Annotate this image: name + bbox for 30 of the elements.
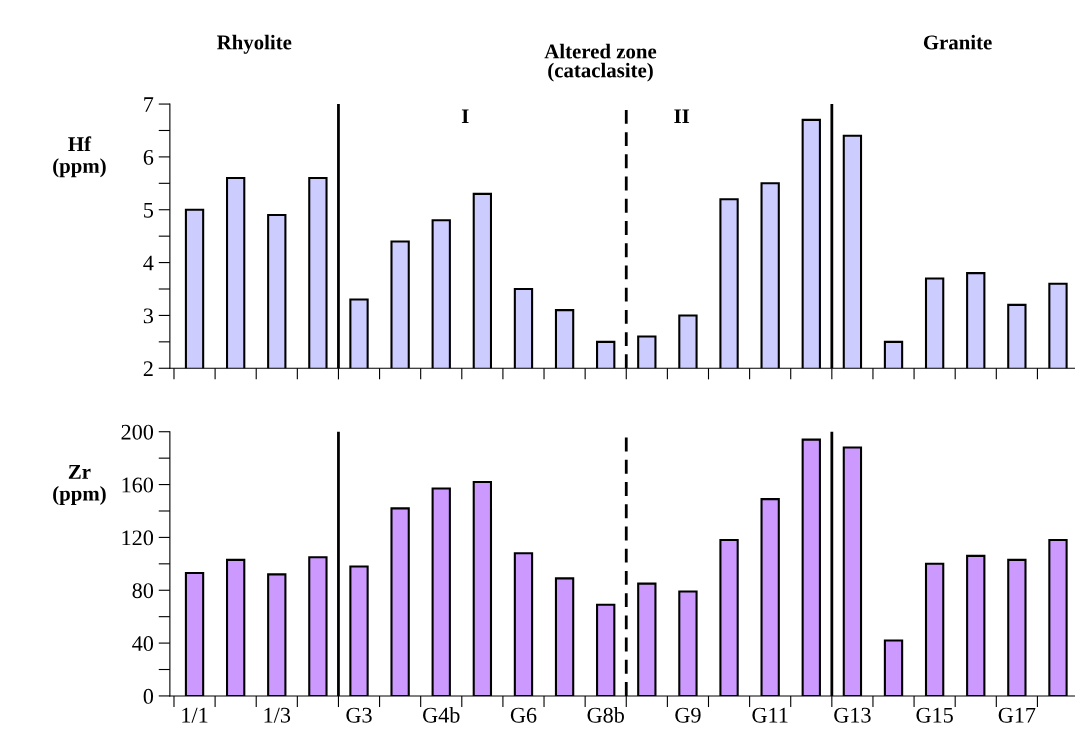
x-tick-label: G8b xyxy=(587,707,624,723)
annotation: I xyxy=(461,109,469,124)
text: Granite xyxy=(923,34,992,50)
y-axis-title: Hf (ppm) xyxy=(53,136,106,178)
x-tick-label: G13 xyxy=(834,707,871,723)
x-tick-label: 1/3 xyxy=(264,707,291,723)
x-tick-label: G17 xyxy=(998,707,1036,723)
x-tick-label: 1/1 xyxy=(182,707,208,723)
x-tick-label: G11 xyxy=(752,707,788,723)
y-tick-label: 6 xyxy=(143,149,154,165)
annotation: II xyxy=(674,109,690,124)
text: Rhyolite xyxy=(217,34,292,54)
y-tick-label: 2 xyxy=(143,361,153,376)
y-tick-label: 40 xyxy=(132,636,154,652)
y-tick-label: 200 xyxy=(121,424,154,440)
y-tick-label: 5 xyxy=(144,202,154,218)
x-tick-label: G4b xyxy=(423,707,460,723)
y-tick-label: 160 xyxy=(122,477,154,493)
x-tick-label: G15 xyxy=(916,707,953,723)
y-tick-label: 3 xyxy=(143,308,154,324)
y-axis-title: Zr (ppm) xyxy=(53,465,106,505)
y-tick-label: 7 xyxy=(144,97,154,112)
text: Altered zone (cataclasite) xyxy=(544,43,657,82)
y-tick-label: 4 xyxy=(143,255,154,271)
y-tick-label: 0 xyxy=(143,688,154,704)
x-tick-label: G3 xyxy=(346,707,372,723)
y-tick-label: 120 xyxy=(122,530,154,546)
x-tick-label: G9 xyxy=(675,707,701,723)
x-tick-label: G6 xyxy=(510,707,537,723)
y-tick-label: 80 xyxy=(132,583,154,599)
